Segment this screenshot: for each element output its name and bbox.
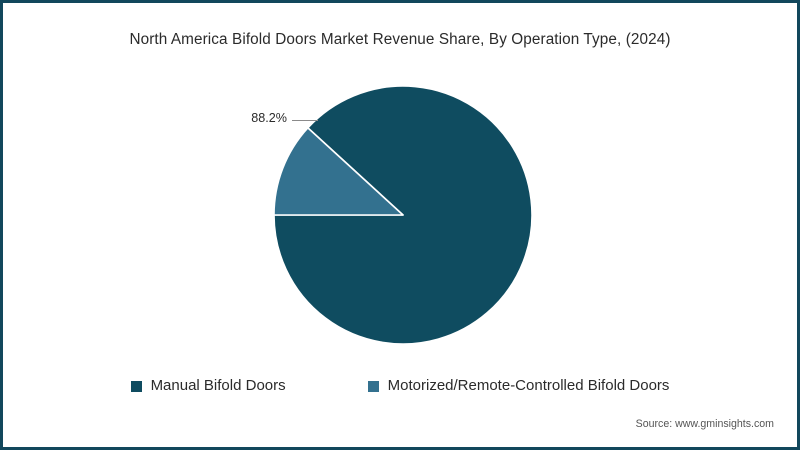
legend-item-manual-bifold-doors[interactable]: Manual Bifold Doors (130, 377, 286, 395)
pie-slice[interactable] (273, 127, 404, 216)
pie-chart: 88.2% (3, 3, 797, 447)
pie-slice-label-manual: 88.2% (251, 111, 287, 125)
pie-svg (273, 85, 533, 345)
legend-item-motorized-bifold-doors[interactable]: Motorized/Remote-Controlled Bifold Doors (367, 377, 670, 395)
legend-label-manual-bifold-doors: Manual Bifold Doors (150, 377, 286, 394)
legend-swatch-manual-bifold-doors (130, 380, 142, 392)
legend-label-motorized-bifold-doors: Motorized/Remote-Controlled Bifold Doors (387, 377, 670, 394)
pie-label-leader-line (292, 120, 318, 121)
chart-title: North America Bifold Doors Market Revenu… (129, 31, 671, 48)
source-attribution: Source: www.gminsights.com (635, 418, 774, 430)
legend-swatch-motorized-bifold-doors (367, 380, 379, 392)
pie-slice-group (273, 85, 533, 345)
chart-legend: Manual Bifold Doors Motorized/Remote-Con… (3, 377, 797, 395)
